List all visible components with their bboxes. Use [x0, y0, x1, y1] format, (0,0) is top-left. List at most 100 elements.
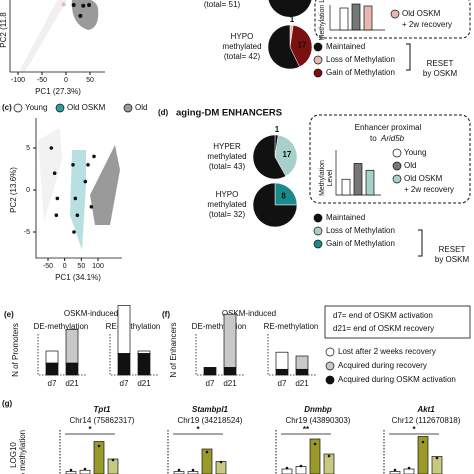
slice-label: 24: [262, 209, 271, 218]
bar: [309, 438, 321, 474]
bar: [431, 456, 443, 474]
x-tick-label: 0: [63, 263, 67, 270]
bar: [65, 471, 77, 474]
bar: [417, 436, 429, 474]
point: [83, 179, 88, 184]
gene-chr: Chr19 (34218524): [178, 416, 243, 425]
x-tick-label: 50: [86, 77, 94, 84]
dot: [421, 440, 425, 444]
bar: [201, 448, 213, 474]
legend-label: Old OSKM: [67, 103, 106, 112]
legend-label: Old OSKM: [402, 9, 441, 18]
point: [61, 2, 66, 7]
x-tick-label: 50: [77, 263, 85, 270]
gene-name: Tpt1: [94, 405, 111, 414]
inset-bar: [351, 3, 361, 31]
slice-label: 17: [282, 150, 291, 159]
x-tick-label: d7: [48, 379, 57, 388]
group-label: RE-methylation: [264, 322, 319, 331]
x-tick-label: -50: [43, 263, 53, 270]
slice-label: 1: [275, 125, 280, 134]
pie-label: HYPO: [216, 190, 239, 199]
legend-label: Old OSKM: [404, 174, 443, 183]
bar: [187, 471, 199, 474]
legend-swatch: [392, 148, 402, 158]
group-label: DE-methylation: [34, 322, 89, 331]
legend-label: Young: [25, 103, 47, 112]
legend-label: Lost after 2 weeks recovery: [338, 347, 436, 356]
pie-label: (total= 43): [209, 162, 246, 171]
dot: [285, 466, 289, 470]
legend-swatch: [313, 213, 323, 223]
note: d21= end of OSKM recovery: [333, 324, 434, 333]
dot: [327, 454, 331, 458]
point: [92, 154, 96, 159]
bar-segment: [295, 355, 309, 370]
inset-y-label: Methylation: [319, 160, 326, 196]
inset-box: [314, 0, 471, 39]
inset-y-label: Methylation Leve: [319, 0, 326, 40]
point: [81, 3, 86, 8]
bar-segment: [203, 367, 217, 376]
legend-label: Acquired during OSKM activation: [338, 375, 456, 384]
axis: [195, 334, 244, 376]
hull: [70, 150, 86, 250]
inset-bar: [341, 178, 351, 196]
panel-tag: (e): [4, 310, 14, 319]
dot: [83, 467, 87, 471]
slice-label: 17: [298, 40, 307, 49]
legend-label: Maintained: [326, 213, 365, 222]
gene-name: Stambpl1: [192, 405, 229, 414]
dot: [97, 444, 101, 448]
inset-y-label: Level: [327, 169, 334, 186]
note-box: [324, 305, 471, 339]
legend-label: Maintained: [326, 42, 365, 51]
slice-label: 1: [290, 15, 295, 24]
point: [72, 230, 76, 234]
y-axis-label: N of Enhancers: [169, 322, 178, 377]
legend-swatch: [123, 103, 133, 113]
x-tick-label: 100: [92, 263, 104, 270]
point: [86, 163, 90, 167]
point: [71, 163, 75, 167]
gene-chr: Chr14 (75862317): [70, 416, 135, 425]
bar-segment: [65, 362, 79, 376]
pie-slice: [274, 134, 298, 177]
pie-slice: [252, 182, 298, 228]
bar-segment: [117, 305, 131, 354]
panel-tag: (d): [158, 108, 169, 117]
gene-name: Dnmbp: [304, 405, 332, 414]
hull: [90, 145, 120, 225]
y-axis-label: % methylation: [18, 430, 27, 474]
pie-partial: [268, 0, 312, 17]
hull: [38, 128, 62, 222]
hull: [20, 0, 68, 72]
brace: [406, 43, 411, 71]
panel-tag: (f): [162, 310, 170, 319]
pie-label: HYPER: [213, 142, 241, 151]
reset-label: by OSKM: [435, 255, 470, 264]
bar-segment: [137, 353, 151, 376]
point: [55, 196, 60, 201]
panel-title: OSKM-induced: [222, 309, 276, 318]
legend-swatch: [313, 55, 323, 65]
legend-swatch: [313, 68, 323, 78]
bar-segment: [65, 329, 79, 364]
bar: [323, 453, 335, 474]
dot: [393, 468, 397, 472]
inset-gene: Arid5b: [380, 134, 405, 143]
legend-swatch: [313, 239, 323, 249]
inset-title: Enhancer proximal: [355, 123, 422, 132]
point: [78, 13, 83, 18]
y-axis-label: N of Promoters: [11, 323, 20, 377]
legend-swatch: [392, 174, 402, 184]
point: [54, 213, 59, 217]
legend-swatch: [392, 161, 402, 171]
dot: [313, 442, 317, 446]
axis: [37, 334, 86, 376]
bar: [173, 471, 185, 474]
point: [73, 196, 78, 201]
inset-bar: [353, 163, 363, 196]
inset-bar: [339, 7, 349, 31]
